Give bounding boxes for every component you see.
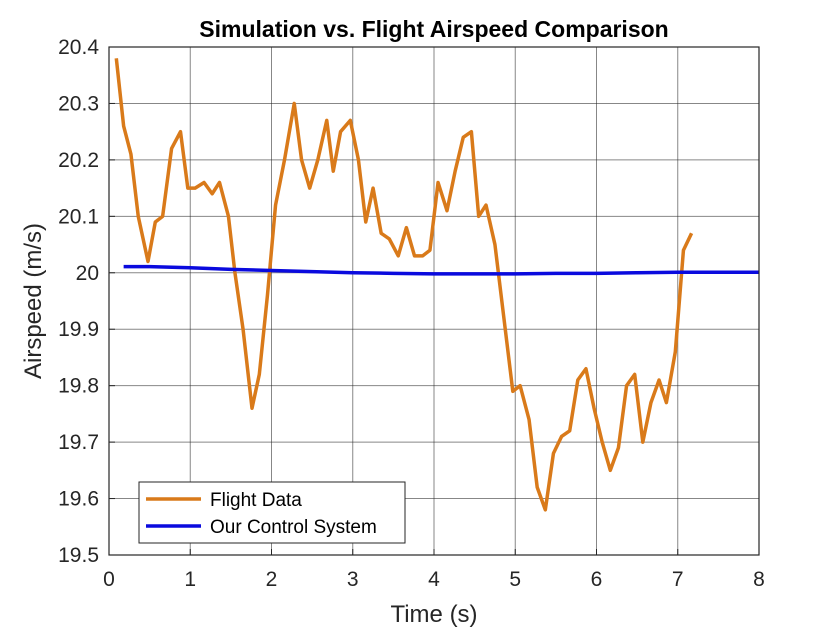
x-axis-label: Time (s) <box>390 601 477 628</box>
x-tick-label: 6 <box>591 568 603 591</box>
y-tick-label: 20.4 <box>58 36 99 59</box>
x-tick-label: 2 <box>266 568 278 591</box>
legend-label-control-system: Our Control System <box>210 517 377 538</box>
y-tick-label: 19.5 <box>58 544 99 567</box>
x-tick-label: 3 <box>347 568 359 591</box>
tick-labels: 0 1 2 3 4 5 6 7 8 19.5 19.6 19.7 19.8 19.9 20 20.1 20.2 2… <box>58 36 765 591</box>
y-tick-label: 20.2 <box>58 149 99 172</box>
y-tick-label: 20.3 <box>58 92 99 115</box>
y-tick-label: 20 <box>76 262 99 285</box>
x-tick-label: 5 <box>509 568 521 591</box>
series-line-flight-data <box>114 58 694 512</box>
y-tick-label: 19.9 <box>58 318 99 341</box>
y-tick-label: 19.7 <box>58 431 99 454</box>
legend: Flight Data Our Control System <box>138 481 406 544</box>
x-tick-label: 8 <box>753 568 765 591</box>
legend-box <box>138 481 406 544</box>
y-tick-label: 19.6 <box>58 488 99 511</box>
series-group <box>114 58 759 512</box>
x-tick-label: 0 <box>103 568 115 591</box>
x-tick-label: 1 <box>184 568 196 591</box>
y-axis-label: Airspeed (m/s) <box>20 223 47 379</box>
y-tick-label: 19.8 <box>58 375 99 398</box>
x-tick-label: 4 <box>428 568 440 591</box>
y-tick-label: 20.1 <box>58 205 99 228</box>
legend-label-flight-data: Flight Data <box>210 490 302 511</box>
series-line-our-control-system <box>123 264 759 276</box>
x-tick-label: 7 <box>672 568 684 591</box>
chart-title: Simulation vs. Flight Airspeed Compariso… <box>199 16 668 42</box>
